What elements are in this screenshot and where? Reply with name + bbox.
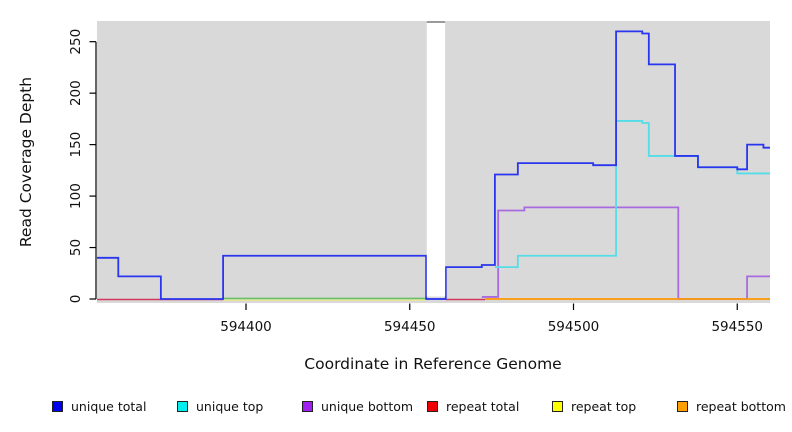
repeat-bottom-swatch-icon [677,401,688,412]
y-tick-label: 0 [68,295,84,304]
masked-gap-layer [426,21,446,297]
y-tick-label: 150 [68,132,84,158]
axis-layer: 0 50 100 150 200 250 594400 594450 594500 594550 [68,29,763,335]
legend-label: unique bottom [321,399,414,414]
x-tick-label: 594500 [548,319,600,335]
x-tick-label: 594550 [711,319,763,335]
y-tick-label: 200 [68,80,84,106]
legend-item-unique-total: unique total [52,399,177,414]
legend-label: repeat top [571,399,637,414]
y-tick-label: 250 [68,29,84,55]
legend-item-repeat-bottom: repeat bottom [677,399,792,414]
series-unique-total [97,30,770,300]
legend-item-repeat-total: repeat total [427,399,552,414]
y-axis-title: Read Coverage Depth [17,77,35,247]
legend-item-repeat-top: repeat top [552,399,677,414]
repeat-top-swatch-icon [552,401,563,412]
legend-label: repeat total [446,399,520,414]
x-axis-title: Coordinate in Reference Genome [304,355,561,373]
y-tick-label: 50 [68,239,84,256]
legend: unique total unique top unique bottom re… [52,399,792,414]
unique-total-swatch-icon [52,401,63,412]
unique-top-swatch-icon [177,401,188,412]
y-tick-label: 100 [68,183,84,209]
masked-gap-band [426,21,446,297]
legend-label: repeat bottom [696,399,786,414]
series-unique-bottom [481,206,770,300]
unique-bottom-swatch-icon [302,401,313,412]
legend-label: unique total [71,399,147,414]
legend-item-unique-bottom: unique bottom [302,399,427,414]
legend-label: unique top [196,399,264,414]
x-tick-label: 594400 [220,319,272,335]
legend-item-unique-top: unique top [177,399,302,414]
series-layer [97,30,770,300]
repeat-total-swatch-icon [427,401,438,412]
x-tick-label: 594450 [384,319,436,335]
